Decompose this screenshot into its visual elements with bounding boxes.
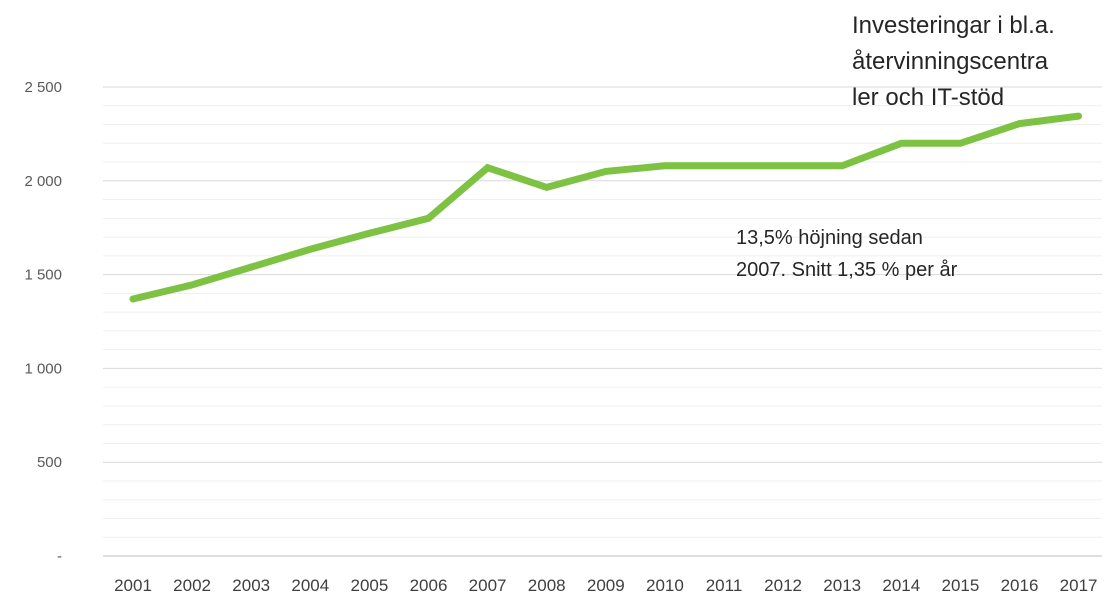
data-point bbox=[841, 165, 843, 167]
y-tick-label: 2 000 bbox=[24, 173, 62, 190]
major-gridlines bbox=[103, 86, 1102, 557]
x-axis-tick-labels: 2001 2002 2003 2004 2005 2006 2007 2008 2009 2010… bbox=[114, 576, 1097, 595]
annotation-investments-line-1: Investeringar i bl.a. bbox=[852, 12, 1055, 39]
minor-gridlines bbox=[103, 105, 1102, 538]
x-tick-label: 2017 bbox=[1060, 576, 1098, 595]
x-tick-label: 2015 bbox=[941, 576, 979, 595]
data-point bbox=[664, 165, 666, 167]
x-tick-label: 2009 bbox=[587, 576, 625, 595]
x-tick-label: 2007 bbox=[469, 576, 507, 595]
data-point bbox=[1078, 115, 1080, 117]
data-point bbox=[723, 165, 725, 167]
y-tick-label: 1 500 bbox=[24, 267, 62, 284]
series-group bbox=[129, 112, 1083, 303]
data-point bbox=[132, 298, 134, 300]
data-point bbox=[428, 217, 429, 219]
x-tick-label: 2014 bbox=[882, 576, 920, 595]
y-tick-label: 2 500 bbox=[24, 79, 62, 96]
annotation-investments-line-2: återvinningscentra bbox=[852, 48, 1049, 75]
data-point bbox=[250, 266, 252, 268]
annotation-increase-line-2: 2007. Snitt 1,35 % per år bbox=[736, 259, 958, 281]
x-tick-label: 2016 bbox=[1001, 576, 1039, 595]
annotation-increase: 13,5% höjning sedan 2007. Snitt 1,35 % p… bbox=[736, 222, 1056, 286]
data-point bbox=[487, 167, 489, 169]
x-tick-label: 2010 bbox=[646, 576, 684, 595]
data-point bbox=[1019, 123, 1020, 125]
x-tick-label: 2002 bbox=[173, 576, 211, 595]
y-tick-label: - bbox=[57, 548, 62, 565]
data-point bbox=[959, 142, 961, 144]
x-tick-label: 2004 bbox=[291, 576, 329, 595]
x-tick-label: 2012 bbox=[764, 576, 802, 595]
y-tick-label: 500 bbox=[37, 454, 62, 471]
x-tick-label: 2001 bbox=[114, 576, 152, 595]
data-point bbox=[900, 142, 902, 144]
data-point bbox=[191, 284, 193, 286]
x-tick-label: 2003 bbox=[232, 576, 270, 595]
annotation-investments-line-3: ler och IT-stöd bbox=[852, 84, 1005, 111]
x-tick-label: 2006 bbox=[410, 576, 448, 595]
data-point bbox=[368, 232, 370, 234]
data-point bbox=[605, 170, 607, 172]
y-axis-tick-labels: - 500 1 000 1 500 2 000 2 500 bbox=[24, 79, 62, 565]
x-tick-label: 2013 bbox=[823, 576, 861, 595]
y-tick-label: 1 000 bbox=[24, 360, 62, 377]
x-tick-label: 2011 bbox=[706, 576, 743, 595]
data-point bbox=[309, 248, 311, 250]
annotation-increase-line-1: 13,5% höjning sedan bbox=[736, 227, 923, 249]
x-tick-label: 2005 bbox=[350, 576, 388, 595]
data-point bbox=[546, 186, 548, 188]
annotation-investments: Investeringar i bl.a. återvinningscentra… bbox=[852, 8, 1102, 116]
x-tick-label: 2008 bbox=[528, 576, 566, 595]
data-point bbox=[782, 165, 784, 167]
